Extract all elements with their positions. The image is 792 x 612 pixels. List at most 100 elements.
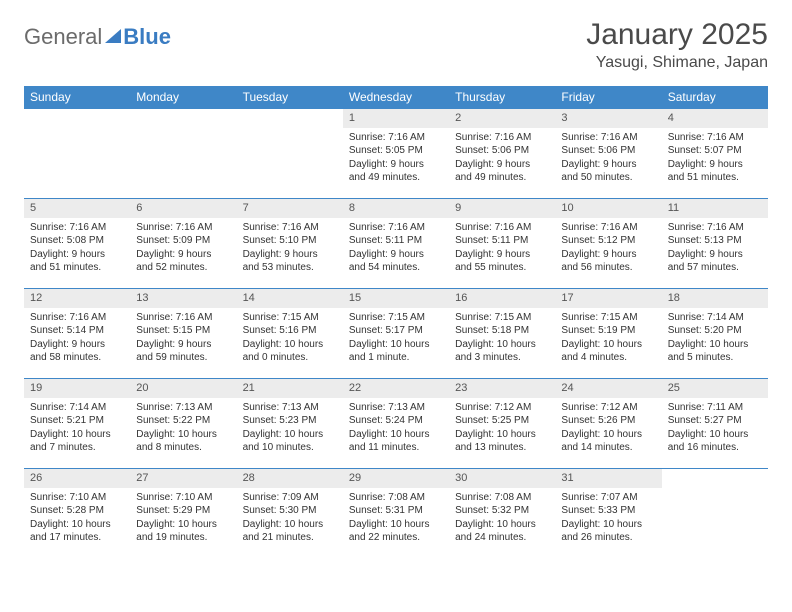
day-number: 30 <box>449 469 555 488</box>
week-row: 1Sunrise: 7:16 AMSunset: 5:05 PMDaylight… <box>24 109 768 199</box>
sunset-text: Sunset: 5:09 PM <box>136 234 230 248</box>
day-cell: 27Sunrise: 7:10 AMSunset: 5:29 PMDayligh… <box>130 469 236 559</box>
sunset-text: Sunset: 5:20 PM <box>668 324 762 338</box>
sunrise-text: Sunrise: 7:16 AM <box>455 221 549 235</box>
day-cell: 2Sunrise: 7:16 AMSunset: 5:06 PMDaylight… <box>449 109 555 199</box>
day-cell: 31Sunrise: 7:07 AMSunset: 5:33 PMDayligh… <box>555 469 661 559</box>
page-header: General Blue January 2025 Yasugi, Shiman… <box>24 18 768 72</box>
sunset-text: Sunset: 5:12 PM <box>561 234 655 248</box>
day-body: Sunrise: 7:14 AMSunset: 5:21 PMDaylight:… <box>24 398 130 459</box>
day-cell: 20Sunrise: 7:13 AMSunset: 5:22 PMDayligh… <box>130 379 236 469</box>
sunrise-text: Sunrise: 7:15 AM <box>243 311 337 325</box>
daylight-text: Daylight: 10 hours and 13 minutes. <box>455 428 549 455</box>
sunset-text: Sunset: 5:31 PM <box>349 504 443 518</box>
daylight-text: Daylight: 10 hours and 11 minutes. <box>349 428 443 455</box>
sunrise-text: Sunrise: 7:09 AM <box>243 491 337 505</box>
week-row: 19Sunrise: 7:14 AMSunset: 5:21 PMDayligh… <box>24 379 768 469</box>
month-title: January 2025 <box>586 18 768 52</box>
day-body: Sunrise: 7:15 AMSunset: 5:19 PMDaylight:… <box>555 308 661 369</box>
day-cell: 9Sunrise: 7:16 AMSunset: 5:11 PMDaylight… <box>449 199 555 289</box>
day-header-row: SundayMondayTuesdayWednesdayThursdayFrid… <box>24 86 768 109</box>
daylight-text: Daylight: 10 hours and 26 minutes. <box>561 518 655 545</box>
day-number: 9 <box>449 199 555 218</box>
sunset-text: Sunset: 5:25 PM <box>455 414 549 428</box>
day-cell: 18 Sunrise: 7:14 AMSunset: 5:20 PMDayligh… <box>662 289 768 379</box>
day-body: Sunrise: 7:16 AMSunset: 5:15 PMDaylight:… <box>130 308 236 369</box>
day-body: Sunrise: 7:16 AMSunset: 5:13 PMDaylight:… <box>662 218 768 279</box>
sunset-text: Sunset: 5:32 PM <box>455 504 549 518</box>
day-header: Saturday <box>662 86 768 109</box>
day-cell: 29Sunrise: 7:08 AMSunset: 5:31 PMDayligh… <box>343 469 449 559</box>
day-body: Sunrise: 7:08 AMSunset: 5:32 PMDaylight:… <box>449 488 555 549</box>
day-number: 24 <box>555 379 661 398</box>
day-body: Sunrise: 7:13 AMSunset: 5:23 PMDaylight:… <box>237 398 343 459</box>
day-number: 21 <box>237 379 343 398</box>
day-cell: 10Sunrise: 7:16 AMSunset: 5:12 PMDayligh… <box>555 199 661 289</box>
day-cell: 22Sunrise: 7:13 AMSunset: 5:24 PMDayligh… <box>343 379 449 469</box>
daylight-text: Daylight: 10 hours and 16 minutes. <box>668 428 762 455</box>
logo-word1: General <box>24 24 102 50</box>
day-body: Sunrise: 7:12 AMSunset: 5:25 PMDaylight:… <box>449 398 555 459</box>
day-body: Sunrise: 7:16 AMSunset: 5:05 PMDaylight:… <box>343 128 449 189</box>
sunset-text: Sunset: 5:23 PM <box>243 414 337 428</box>
day-cell: 21Sunrise: 7:13 AMSunset: 5:23 PMDayligh… <box>237 379 343 469</box>
sunrise-text: Sunrise: 7:14 AM <box>668 311 762 325</box>
sunset-text: Sunset: 5:26 PM <box>561 414 655 428</box>
daylight-text: Daylight: 10 hours and 24 minutes. <box>455 518 549 545</box>
sunset-text: Sunset: 5:33 PM <box>561 504 655 518</box>
day-cell: 13Sunrise: 7:16 AMSunset: 5:15 PMDayligh… <box>130 289 236 379</box>
sunset-text: Sunset: 5:06 PM <box>455 144 549 158</box>
day-number: 20 <box>130 379 236 398</box>
sunset-text: Sunset: 5:07 PM <box>668 144 762 158</box>
daylight-text: Daylight: 9 hours and 52 minutes. <box>136 248 230 275</box>
daylight-text: Daylight: 9 hours and 49 minutes. <box>455 158 549 185</box>
day-cell: 25Sunrise: 7:11 AMSunset: 5:27 PMDayligh… <box>662 379 768 469</box>
week-row: 26Sunrise: 7:10 AMSunset: 5:28 PMDayligh… <box>24 469 768 559</box>
day-number: 27 <box>130 469 236 488</box>
daylight-text: Daylight: 10 hours and 5 minutes. <box>668 338 762 365</box>
day-body: Sunrise: 7:16 AMSunset: 5:10 PMDaylight:… <box>237 218 343 279</box>
day-number: 10 <box>555 199 661 218</box>
day-cell: 5Sunrise: 7:16 AMSunset: 5:08 PMDaylight… <box>24 199 130 289</box>
day-number: 1 <box>343 109 449 128</box>
daylight-text: Daylight: 9 hours and 55 minutes. <box>455 248 549 275</box>
sunrise-text: Sunrise: 7:13 AM <box>136 401 230 415</box>
logo-triangle-icon <box>105 29 121 43</box>
sunrise-text: Sunrise: 7:16 AM <box>668 221 762 235</box>
sunset-text: Sunset: 5:24 PM <box>349 414 443 428</box>
daylight-text: Daylight: 10 hours and 19 minutes. <box>136 518 230 545</box>
daylight-text: Daylight: 9 hours and 58 minutes. <box>30 338 124 365</box>
day-number: 6 <box>130 199 236 218</box>
daylight-text: Daylight: 10 hours and 1 minute. <box>349 338 443 365</box>
day-body: Sunrise: 7:10 AMSunset: 5:29 PMDaylight:… <box>130 488 236 549</box>
day-body: Sunrise: 7:15 AMSunset: 5:16 PMDaylight:… <box>237 308 343 369</box>
week-row: 5Sunrise: 7:16 AMSunset: 5:08 PMDaylight… <box>24 199 768 289</box>
day-number: 18 <box>662 289 768 308</box>
sunrise-text: Sunrise: 7:10 AM <box>30 491 124 505</box>
daylight-text: Daylight: 9 hours and 56 minutes. <box>561 248 655 275</box>
day-cell: 17Sunrise: 7:15 AMSunset: 5:19 PMDayligh… <box>555 289 661 379</box>
sunset-text: Sunset: 5:11 PM <box>349 234 443 248</box>
sunrise-text: Sunrise: 7:16 AM <box>349 221 443 235</box>
day-cell: 6Sunrise: 7:16 AMSunset: 5:09 PMDaylight… <box>130 199 236 289</box>
daylight-text: Daylight: 9 hours and 50 minutes. <box>561 158 655 185</box>
daylight-text: Daylight: 10 hours and 21 minutes. <box>243 518 337 545</box>
sunset-text: Sunset: 5:15 PM <box>136 324 230 338</box>
day-body: Sunrise: 7:08 AMSunset: 5:31 PMDaylight:… <box>343 488 449 549</box>
daylight-text: Daylight: 9 hours and 51 minutes. <box>30 248 124 275</box>
day-cell: 30Sunrise: 7:08 AMSunset: 5:32 PMDayligh… <box>449 469 555 559</box>
sunrise-text: Sunrise: 7:14 AM <box>30 401 124 415</box>
day-cell <box>662 469 768 559</box>
day-number: 25 <box>662 379 768 398</box>
daylight-text: Daylight: 10 hours and 4 minutes. <box>561 338 655 365</box>
sunset-text: Sunset: 5:17 PM <box>349 324 443 338</box>
day-cell: 4Sunrise: 7:16 AMSunset: 5:07 PMDaylight… <box>662 109 768 199</box>
day-number: 8 <box>343 199 449 218</box>
day-body: Sunrise: 7:13 AMSunset: 5:24 PMDaylight:… <box>343 398 449 459</box>
day-number: 29 <box>343 469 449 488</box>
day-cell <box>237 109 343 199</box>
sunrise-text: Sunrise: 7:10 AM <box>136 491 230 505</box>
day-cell: 28Sunrise: 7:09 AMSunset: 5:30 PMDayligh… <box>237 469 343 559</box>
sunset-text: Sunset: 5:18 PM <box>455 324 549 338</box>
day-number: 15 <box>343 289 449 308</box>
